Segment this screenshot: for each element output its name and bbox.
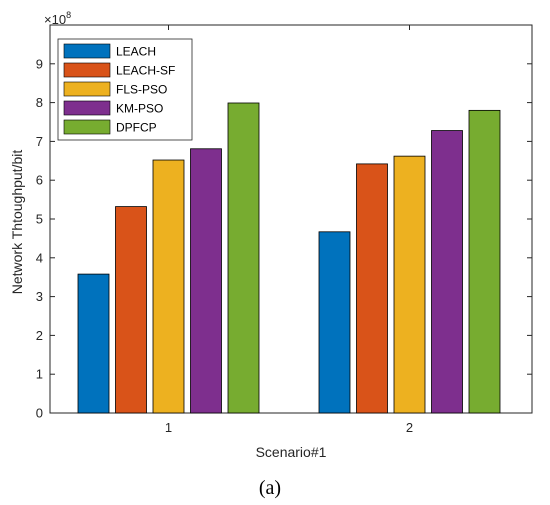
y-axis-label: Network Thtoughput/bit: [9, 150, 25, 295]
bar-leach-sf: [115, 206, 147, 414]
y-tick-label: 8: [36, 95, 43, 110]
legend-label: KM-PSO: [116, 102, 163, 116]
legend-label: LEACH-SF: [116, 64, 175, 78]
bar-km-pso: [190, 148, 222, 414]
x-tick-label: 2: [406, 420, 413, 435]
legend-label: DPFCP: [116, 121, 157, 135]
x-axis-label: Scenario#1: [256, 444, 327, 460]
x-tick-label: 1: [165, 420, 172, 435]
bars: [77, 102, 501, 414]
legend-swatch: [63, 119, 111, 135]
bar-dpfcp: [227, 102, 260, 414]
bar-leach-sf: [356, 163, 388, 414]
bar-km-pso: [431, 130, 463, 414]
legend-swatch: [63, 100, 111, 116]
y-tick-label: 2: [36, 328, 43, 343]
y-tick-label: 5: [36, 212, 43, 227]
y-exponent-label: ×108: [44, 10, 71, 27]
y-tick-label: 9: [36, 56, 43, 71]
y-tick-label: 4: [36, 250, 43, 265]
y-tick-label: 0: [36, 406, 43, 421]
y-tick-label: 1: [36, 367, 43, 382]
y-tick-label: 6: [36, 173, 43, 188]
y-tick-label: 7: [36, 134, 43, 149]
legend-swatch: [63, 81, 111, 97]
y-tick-label: 3: [36, 289, 43, 304]
bar-leach: [318, 231, 351, 414]
bar-leach: [77, 273, 110, 414]
legend: LEACH LEACH-SF FLS-PSO KM-PSO DPFCP: [57, 38, 193, 141]
bar-dpfcp: [468, 109, 501, 414]
legend-label: FLS-PSO: [116, 83, 167, 97]
bar-fls-pso: [393, 155, 426, 414]
bar-fls-pso: [152, 159, 185, 414]
legend-swatch: [63, 43, 111, 59]
figure-caption: (a): [259, 477, 281, 499]
legend-label: LEACH: [116, 45, 156, 59]
legend-swatch: [63, 62, 111, 78]
axes: 0 1 2 3 4 5 6 7 8 9 1 2: [36, 24, 533, 435]
